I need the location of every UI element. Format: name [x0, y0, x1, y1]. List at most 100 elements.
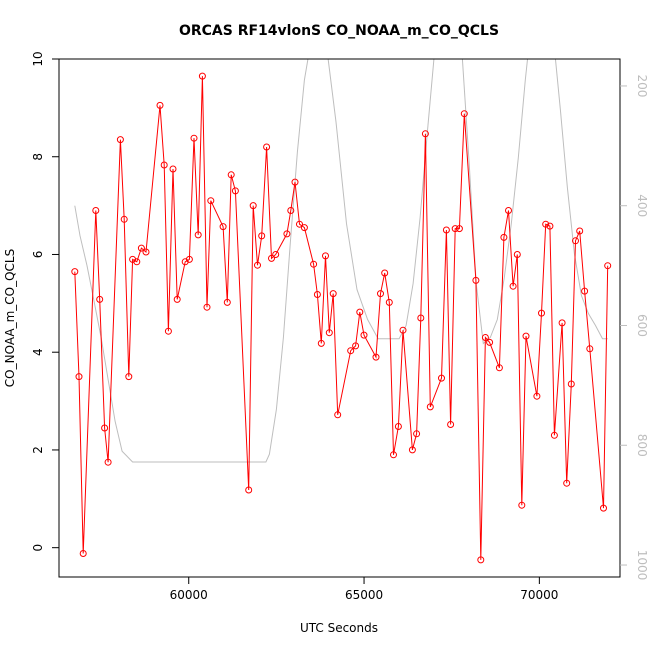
- data-point: [500, 233, 508, 241]
- data-point: [120, 215, 128, 223]
- data-point: [116, 136, 124, 144]
- data-point: [390, 451, 397, 459]
- data-point: [421, 130, 429, 138]
- data-point: [125, 373, 133, 381]
- data-point: [194, 231, 202, 239]
- data-point: [481, 334, 489, 341]
- data-point: [219, 223, 227, 231]
- data-point: [142, 248, 150, 256]
- data-point: [164, 327, 172, 335]
- y2-tick-label: 400: [635, 194, 649, 217]
- data-point: [538, 309, 545, 317]
- y-tick-label: 0: [31, 544, 45, 552]
- data-point: [249, 202, 257, 210]
- data-point: [71, 268, 79, 276]
- data-point: [75, 373, 83, 381]
- y-tick-label: 6: [31, 251, 45, 259]
- data-point: [600, 504, 607, 512]
- data-point: [169, 165, 177, 173]
- data-point: [477, 556, 485, 564]
- data-point: [310, 260, 318, 268]
- y-axis: 0 2 4 6 8 10: [31, 51, 59, 551]
- data-point: [173, 295, 181, 303]
- data-point: [572, 237, 579, 245]
- data-point: [472, 276, 480, 284]
- data-point: [322, 252, 329, 260]
- data-point: [79, 550, 87, 557]
- data-point: [137, 244, 145, 252]
- y-tick-label: 4: [31, 348, 45, 356]
- data-point: [133, 258, 141, 266]
- data-point: [347, 347, 355, 355]
- y-tick-label: 8: [31, 153, 45, 161]
- data-point: [586, 345, 594, 353]
- data-point: [377, 290, 384, 298]
- y-tick-label: 10: [31, 51, 45, 66]
- data-point: [509, 282, 517, 290]
- x-axis-label: UTC Seconds: [300, 621, 378, 635]
- data-point: [542, 220, 550, 228]
- data-point: [417, 314, 425, 322]
- data-point: [360, 331, 368, 339]
- data-point: [300, 224, 308, 232]
- data-point: [231, 187, 239, 195]
- data-point: [394, 423, 402, 430]
- data-point: [254, 261, 261, 269]
- plot-frame: [58, 58, 621, 578]
- data-point: [518, 501, 526, 509]
- data-point: [190, 134, 198, 142]
- data-point: [352, 342, 360, 350]
- series-layer: [71, 59, 612, 564]
- x-tick-label: 70000: [520, 588, 558, 602]
- data-point: [576, 227, 584, 235]
- series-line: [74, 76, 609, 560]
- x-axis: 60000 65000 70000: [170, 577, 558, 602]
- data-point: [317, 339, 325, 347]
- data-point: [227, 171, 235, 179]
- data-point: [533, 392, 541, 400]
- data-point: [581, 287, 589, 295]
- data-point: [101, 424, 109, 432]
- y-axis-label: CO_NOAA_m_CO_QCLS: [3, 249, 17, 387]
- data-point: [408, 446, 416, 454]
- data-point: [413, 430, 421, 438]
- data-point: [156, 101, 164, 109]
- data-point: [505, 207, 512, 214]
- data-point: [550, 431, 558, 439]
- data-point: [296, 220, 303, 228]
- data-point: [513, 251, 521, 258]
- y2-tick-label: 200: [635, 74, 649, 97]
- data-point: [460, 110, 468, 118]
- data-point: [356, 308, 364, 316]
- data-point: [283, 230, 291, 238]
- data-point: [442, 226, 450, 234]
- data-point: [604, 262, 612, 270]
- data-point: [486, 338, 494, 346]
- data-point: [567, 380, 575, 388]
- data-point: [334, 411, 342, 419]
- plot-area: [71, 59, 612, 564]
- x-tick-label: 60000: [170, 588, 208, 602]
- data-point: [185, 255, 193, 263]
- data-point: [438, 374, 445, 382]
- y-tick-label: 2: [31, 446, 45, 454]
- data-point: [207, 197, 215, 205]
- y2-tick-label: 600: [635, 314, 649, 337]
- data-point: [96, 295, 104, 303]
- y2-axis: 200 400 600 800 1000: [620, 74, 649, 580]
- data-point: [92, 207, 100, 214]
- data-point: [558, 319, 566, 327]
- data-point: [385, 298, 393, 306]
- y2-tick-label: 1000: [635, 550, 649, 581]
- data-point: [291, 178, 299, 186]
- data-point: [329, 290, 337, 298]
- data-point: [245, 486, 253, 494]
- data-point: [263, 143, 271, 151]
- y2-tick-label: 800: [635, 434, 649, 457]
- data-point: [399, 326, 407, 334]
- data-point: [522, 332, 530, 340]
- data-point: [546, 222, 554, 230]
- data-point: [325, 329, 333, 337]
